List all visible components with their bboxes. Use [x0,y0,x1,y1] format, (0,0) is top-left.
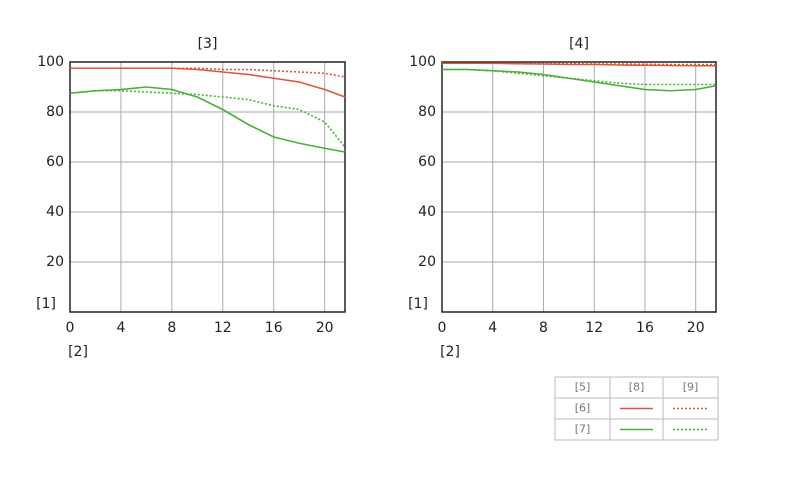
x-tick-label: 12 [585,320,603,336]
series-line [69,89,346,148]
x-axis-label: [2] [440,344,460,360]
x-tick-label: 4 [488,320,497,336]
legend-header: [9] [683,381,699,394]
chart-title: [4] [569,36,589,52]
y-axis-label: [1] [36,296,56,312]
legend-header: [8] [629,381,645,394]
x-tick-label: 12 [214,320,232,336]
x-tick-label: 0 [438,320,447,336]
y-tick-label: 60 [46,154,64,170]
y-tick-label: 20 [418,254,436,270]
series-line [442,68,716,86]
x-tick-label: 16 [636,320,654,336]
legend-row-label: [6] [575,402,591,415]
x-tick-label: 20 [316,320,334,336]
legend-header: [5] [575,381,591,394]
y-tick-label: 100 [409,54,436,70]
series-line [442,62,716,66]
series-line [442,68,717,92]
y-tick-label: 80 [418,104,436,120]
x-tick-label: 0 [66,320,75,336]
x-tick-label: 4 [116,320,125,336]
series-line [442,62,716,67]
plot-frame [69,61,346,313]
y-tick-label: 40 [46,204,64,220]
y-axis-label: [1] [408,296,428,312]
y-tick-label: 20 [46,254,64,270]
x-axis-label: [2] [68,344,88,360]
legend-row-label: [7] [575,423,591,436]
series-line [70,67,346,78]
x-tick-label: 8 [167,320,176,336]
y-tick-label: 80 [46,104,64,120]
series-line [69,86,346,153]
legend-box [554,376,719,441]
chart-title: [3] [198,36,218,52]
x-tick-label: 20 [687,320,705,336]
x-tick-label: 8 [539,320,548,336]
x-tick-label: 16 [265,320,283,336]
y-tick-label: 60 [418,154,436,170]
series-line [70,67,346,98]
plot-frame [441,61,717,313]
y-tick-label: 40 [418,204,436,220]
y-tick-label: 100 [37,54,64,70]
